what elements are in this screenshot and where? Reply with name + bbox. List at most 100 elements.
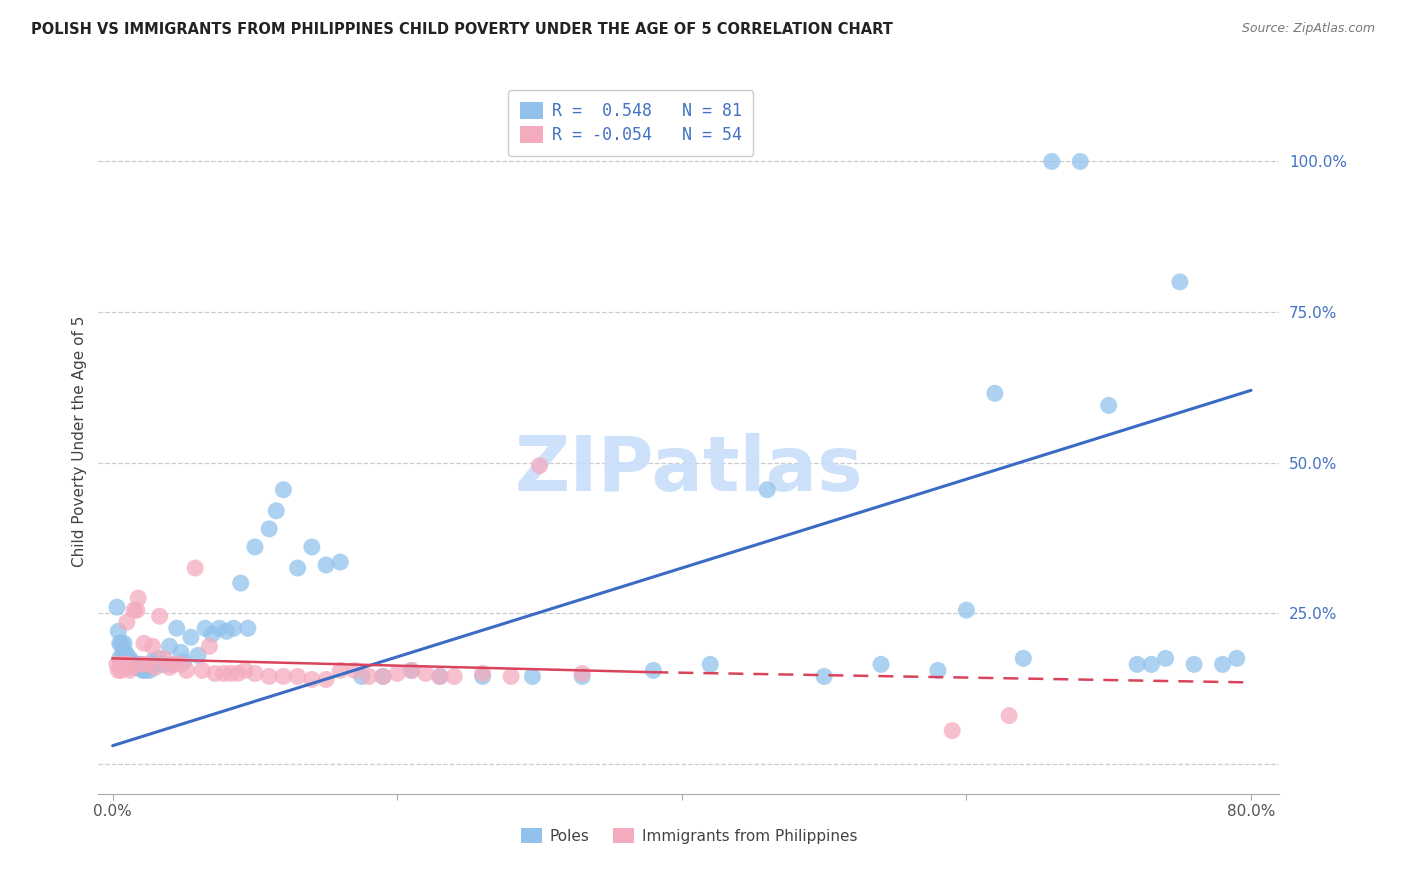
Point [215,624,238,639]
Point [571,669,593,683]
Point [111,645,134,659]
Point [266,504,288,518]
Point [1212,657,1234,672]
Point [153,651,176,665]
Point [927,664,949,678]
Point [204,666,226,681]
Point [111,657,134,672]
Point [229,576,252,591]
Point [350,669,373,683]
Point [180,630,202,644]
Point [357,669,380,683]
Point [143,660,166,674]
Point [471,666,494,681]
Point [315,673,337,687]
Point [110,664,132,678]
Point [108,657,131,672]
Point [128,660,150,674]
Point [522,669,544,683]
Point [1040,154,1063,169]
Point [138,664,160,678]
Point [387,666,409,681]
Point [129,657,152,672]
Point [112,636,135,650]
Point [756,483,779,497]
Point [163,657,186,672]
Point [222,621,245,635]
Point [1140,657,1163,672]
Point [187,648,209,663]
Point [208,621,231,635]
Point [159,660,181,674]
Point [429,669,451,683]
Point [813,669,835,683]
Point [108,636,131,650]
Point [118,664,141,678]
Point [1226,651,1249,665]
Point [120,657,142,672]
Point [143,657,166,672]
Point [1154,651,1177,665]
Point [212,666,235,681]
Point [150,657,173,672]
Point [371,669,394,683]
Point [148,651,170,665]
Point [149,609,172,624]
Point [201,627,224,641]
Point [125,603,148,617]
Point [191,664,214,678]
Point [112,657,135,672]
Point [117,654,139,668]
Point [287,669,309,683]
Point [136,657,159,672]
Point [998,708,1021,723]
Point [132,660,155,674]
Point [107,664,129,678]
Point [219,666,242,681]
Point [134,664,156,678]
Point [115,651,138,665]
Y-axis label: Child Poverty Under the Age of 5: Child Poverty Under the Age of 5 [72,316,87,567]
Point [125,660,148,674]
Point [110,636,132,650]
Point [273,483,295,497]
Point [257,522,280,536]
Point [301,673,323,687]
Point [343,664,366,678]
Point [115,648,138,663]
Point [111,651,134,665]
Point [243,666,266,681]
Point [131,664,153,678]
Point [194,621,217,635]
Point [122,657,145,672]
Point [984,386,1007,401]
Point [1182,657,1205,672]
Point [471,669,494,683]
Point [105,600,128,615]
Point [1012,651,1035,665]
Point [1126,657,1149,672]
Point [170,657,193,672]
Point [198,640,221,654]
Point [120,654,142,668]
Point [941,723,963,738]
Point [107,624,129,639]
Point [159,640,181,654]
Point [108,651,131,665]
Point [141,640,163,654]
Legend: Poles, Immigrants from Philippines: Poles, Immigrants from Philippines [515,822,863,850]
Point [643,664,665,678]
Point [121,657,143,672]
Point [114,645,136,659]
Text: Source: ZipAtlas.com: Source: ZipAtlas.com [1241,22,1375,36]
Point [257,669,280,683]
Point [429,669,451,683]
Point [329,664,352,678]
Point [184,561,207,575]
Point [117,657,139,672]
Point [329,555,352,569]
Point [499,669,522,683]
Point [401,664,423,678]
Point [955,603,977,617]
Point [371,669,394,683]
